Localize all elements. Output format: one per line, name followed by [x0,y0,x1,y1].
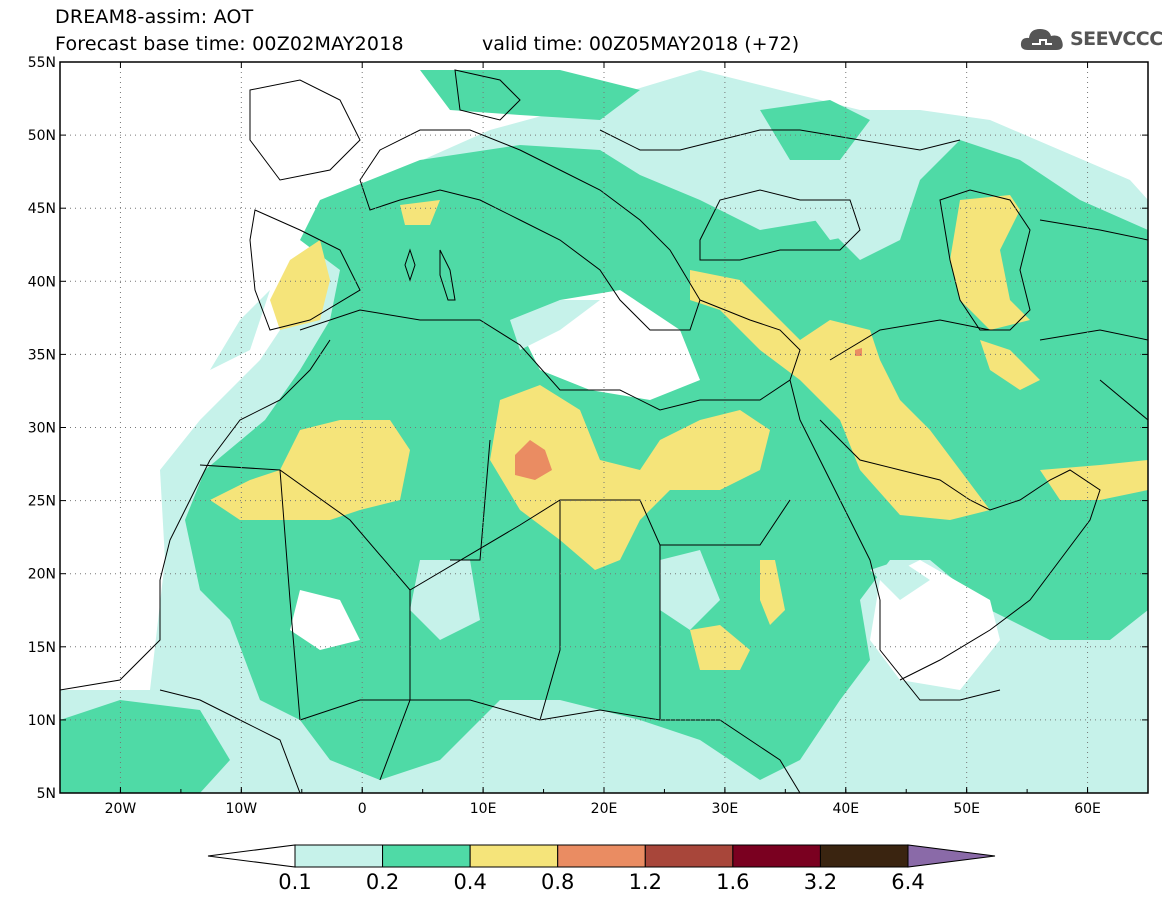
model-title: DREAM8-assim: AOT [55,6,254,28]
colorbar-swatch [294,844,384,868]
colorbar-label: 1.6 [716,870,750,894]
gridlines [60,62,1148,793]
aot-contour-0.8 [515,440,552,480]
lat-label: 45N [28,201,56,217]
colorbar-label: 1.2 [628,870,662,894]
seevccc-logo: SEEVCCC [1018,24,1163,56]
lat-label: 15N [28,640,56,656]
colorbar-low-arrow [207,844,296,868]
colorbar-label: 3.2 [803,870,838,894]
lon-label: 20W [105,801,137,817]
lon-label: 40E [832,801,859,817]
base-time: Forecast base time: 00Z02MAY2018 [55,33,404,55]
latitude-labels: 55N 50N 45N 40N 35N 30N 25N 20N 15N 10N 5N [28,55,1148,802]
lat-label: 20N [28,567,56,583]
colorbar-label: 6.4 [891,870,925,894]
lon-label: 50E [953,801,980,817]
lon-label: 0 [358,801,367,817]
colorbar-swatch [644,844,734,868]
colorbar-label: 0.4 [453,870,487,894]
colorbar-label: 0.2 [365,870,400,894]
lon-label: 10W [225,801,257,817]
lat-label: 25N [28,494,56,510]
lon-label: 60E [1074,801,1101,817]
colorbar-label: 0.8 [541,870,575,894]
lon-label: 20E [591,801,618,817]
coastlines [60,69,1148,793]
colorbar-swatch [819,844,909,868]
colorbar-swatch [469,844,559,868]
logo-text: SEEVCCC [1070,28,1163,50]
lat-label: 10N [28,713,56,729]
colorbar-swatch [732,844,821,868]
lon-label: 10E [470,801,497,817]
colorbar [207,844,996,868]
longitude-labels: 20W 10W 0 10E 20E 30E 40E 50E 60E [59,62,1149,817]
colorbar-label: 0.1 [278,870,312,894]
cloud-icon [1020,29,1063,50]
colorbar-high-arrow [907,844,996,868]
lat-label: 40N [28,274,56,290]
lat-label: 30N [28,421,56,437]
lat-label: 5N [37,786,56,802]
lon-label: 30E [712,801,739,817]
valid-time: valid time: 00Z05MAY2018 (+72) [482,33,800,55]
lat-label: 50N [28,128,56,144]
colorbar-swatch [382,844,471,868]
lat-label: 55N [28,55,56,71]
lat-label: 35N [28,347,56,363]
colorbar-swatch [557,844,646,868]
